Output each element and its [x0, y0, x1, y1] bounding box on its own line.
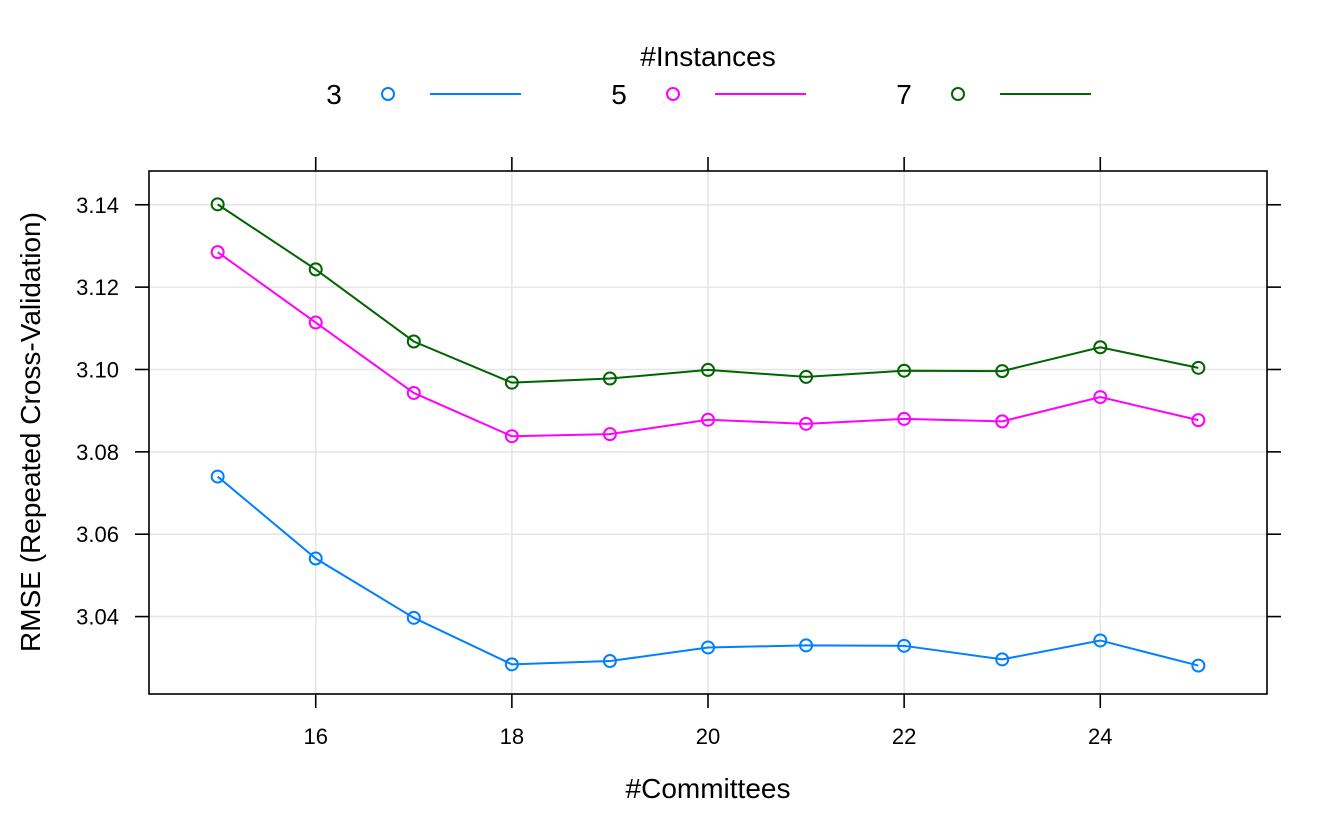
data-point [504, 375, 519, 390]
legend-marker [666, 87, 680, 101]
data-point [602, 371, 617, 386]
data-point [406, 610, 421, 625]
y-tick-label: 3.10 [76, 357, 119, 382]
y-tick-label: 3.14 [76, 193, 119, 218]
data-point [210, 469, 225, 484]
data-point [504, 657, 519, 672]
x-tick-label: 20 [696, 724, 720, 749]
legend-label: 7 [896, 79, 912, 110]
data-point [1191, 360, 1206, 375]
data-point [1191, 658, 1206, 673]
data-point [308, 262, 323, 277]
legend-label: 3 [326, 79, 342, 110]
data-point [799, 416, 814, 431]
legend-item-5: 5 [611, 79, 806, 110]
series-3 [210, 469, 1206, 673]
series-line [217, 475, 1199, 667]
data-point [504, 429, 519, 444]
data-point [308, 315, 323, 330]
legend-marker [951, 87, 965, 101]
data-point [995, 364, 1010, 379]
legend-label: 5 [611, 79, 627, 110]
data-point [701, 640, 715, 655]
legend-item-7: 7 [896, 79, 1091, 110]
y-tick-label: 3.08 [76, 440, 119, 465]
data-point [602, 427, 617, 442]
data-point [406, 334, 421, 349]
data-point [602, 654, 617, 669]
data-point [897, 638, 912, 653]
series-line [217, 251, 1199, 438]
legend-marker [381, 87, 395, 101]
x-tick-label: 22 [892, 724, 916, 749]
y-tick-label: 3.06 [76, 522, 119, 547]
data-point [701, 412, 715, 427]
legend-items: 3 5 7 [326, 79, 1091, 110]
legend-item-3: 3 [326, 79, 521, 110]
y-tick-label: 3.12 [76, 275, 119, 300]
x-tick-label: 16 [303, 724, 327, 749]
data-point [1093, 340, 1108, 355]
data-point [995, 414, 1010, 429]
data-point [897, 411, 912, 426]
series-line [217, 203, 1199, 384]
x-axis-label: #Committees [626, 773, 791, 804]
series-layer [210, 197, 1206, 673]
axis-ticks: 16 18 20 22 24 3.04 3.06 3.08 3.10 3.12 3.14 [76, 157, 1281, 749]
data-point [406, 385, 421, 400]
grid [149, 171, 1267, 694]
data-point [799, 369, 814, 384]
data-point [897, 363, 912, 378]
data-point [210, 197, 225, 212]
series-5 [210, 245, 1206, 444]
series-7 [210, 197, 1206, 390]
data-point [210, 245, 225, 260]
data-point [995, 652, 1010, 667]
legend-title: #Instances [640, 41, 775, 72]
data-point [1191, 413, 1206, 428]
data-point [799, 638, 814, 653]
x-tick-label: 24 [1088, 724, 1112, 749]
x-tick-label: 18 [500, 724, 524, 749]
data-point [308, 551, 323, 566]
legend: #Instances 3 5 7 [326, 41, 1091, 110]
data-point [1093, 390, 1108, 405]
data-point [701, 362, 715, 377]
y-axis-label: RMSE (Repeated Cross-Validation) [15, 212, 46, 652]
y-tick-label: 3.04 [76, 605, 119, 630]
data-point [1093, 633, 1108, 648]
